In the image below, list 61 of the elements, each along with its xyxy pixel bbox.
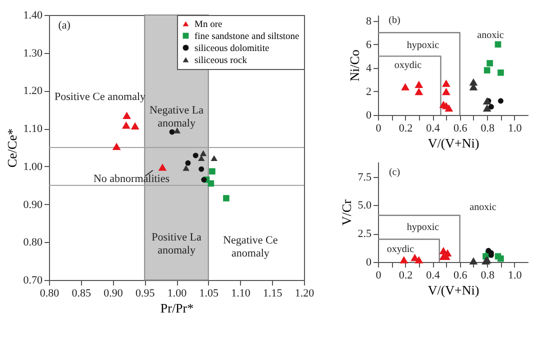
legend-label: fine sandstone and siltstone xyxy=(194,32,300,42)
annotation: hypoxic xyxy=(406,40,440,51)
annotation: (a) xyxy=(58,20,71,32)
x-tick-label: 1.15 xyxy=(263,288,283,300)
annotation: oxydic xyxy=(386,244,415,255)
y-tick-label: 1.00 xyxy=(23,160,43,173)
y-tick-label: 1.40 xyxy=(23,10,43,22)
annotation: Positive La anomaly xyxy=(152,232,202,257)
annotation: (c) xyxy=(388,167,400,178)
x-tick-label: 0.2 xyxy=(398,270,413,282)
y-tick-label: 2 xyxy=(366,86,372,98)
x-tick-label: 0.6 xyxy=(453,270,468,282)
x-tick-label: 0.95 xyxy=(136,288,156,300)
annotation: Positive Ce anomaly xyxy=(54,91,146,104)
annotation: Negative Ce anomaly xyxy=(223,234,278,260)
y-tick-label: 6 xyxy=(366,38,372,51)
legend-label: siliceous dolomitite xyxy=(194,44,270,54)
x-tick-label: 0.8 xyxy=(480,270,495,282)
annotation: (b) xyxy=(388,15,400,26)
legend-label: siliceous rock xyxy=(194,56,248,66)
y-tick-label: 0.90 xyxy=(23,198,43,211)
annotation: Negative La anomaly xyxy=(149,104,204,130)
x-tick-label: 0.90 xyxy=(104,288,124,300)
annotation: anoxic xyxy=(470,202,497,213)
y-tick-label: 7.5 xyxy=(358,171,372,184)
y-tick-label: 8 xyxy=(366,15,372,28)
y-tick-label: 4 xyxy=(366,62,372,74)
x-tick-label: 1.10 xyxy=(231,288,251,300)
x-tick-label: 0.8 xyxy=(480,122,495,134)
x-tick-label: 1.00 xyxy=(167,288,188,300)
y-tick-label: 5.0 xyxy=(358,200,372,212)
x-tick-label: 1.20 xyxy=(294,288,315,300)
y-tick-label: 2.5 xyxy=(358,228,372,240)
y-axis-title: Ce/Ce* xyxy=(4,128,20,168)
annotation: No abnormalities xyxy=(93,173,170,186)
y-tick-label: 0.70 xyxy=(23,274,43,286)
annotation: oxydic xyxy=(394,60,422,71)
y-tick-label: 1.20 xyxy=(23,85,43,98)
x-tick-label: 0.80 xyxy=(40,288,60,300)
y-tick-label: 0 xyxy=(366,110,372,122)
annotation: anoxic xyxy=(477,30,504,41)
x-tick-label: 1.0 xyxy=(508,122,522,134)
x-tick-label: 0.6 xyxy=(453,122,468,134)
x-tick-label: 1.05 xyxy=(199,288,219,300)
legend-label: Mn ore xyxy=(194,20,222,30)
y-tick-label: 0 xyxy=(366,256,372,268)
x-axis-title: Pr/Pr* xyxy=(160,300,194,316)
x-tick-label: 0 xyxy=(376,122,382,134)
x-tick-label: 0.2 xyxy=(398,122,413,134)
annotation: hypoxic xyxy=(406,222,440,233)
y-axis-title: V/Cr xyxy=(338,198,354,226)
y-tick-label: 1.30 xyxy=(23,47,43,60)
x-tick-label: 1.0 xyxy=(508,270,522,282)
x-axis-title: V/(V+Ni) xyxy=(428,136,480,150)
x-tick-label: 0 xyxy=(376,270,382,282)
x-axis-title: V/(V+Ni) xyxy=(428,282,480,298)
y-tick-label: 0.80 xyxy=(23,236,43,249)
x-tick-label: 0.4 xyxy=(426,122,440,134)
x-tick-label: 0.85 xyxy=(72,288,92,300)
x-tick-label: 0.4 xyxy=(426,270,440,282)
y-axis-title: Ni/Co xyxy=(347,50,362,82)
